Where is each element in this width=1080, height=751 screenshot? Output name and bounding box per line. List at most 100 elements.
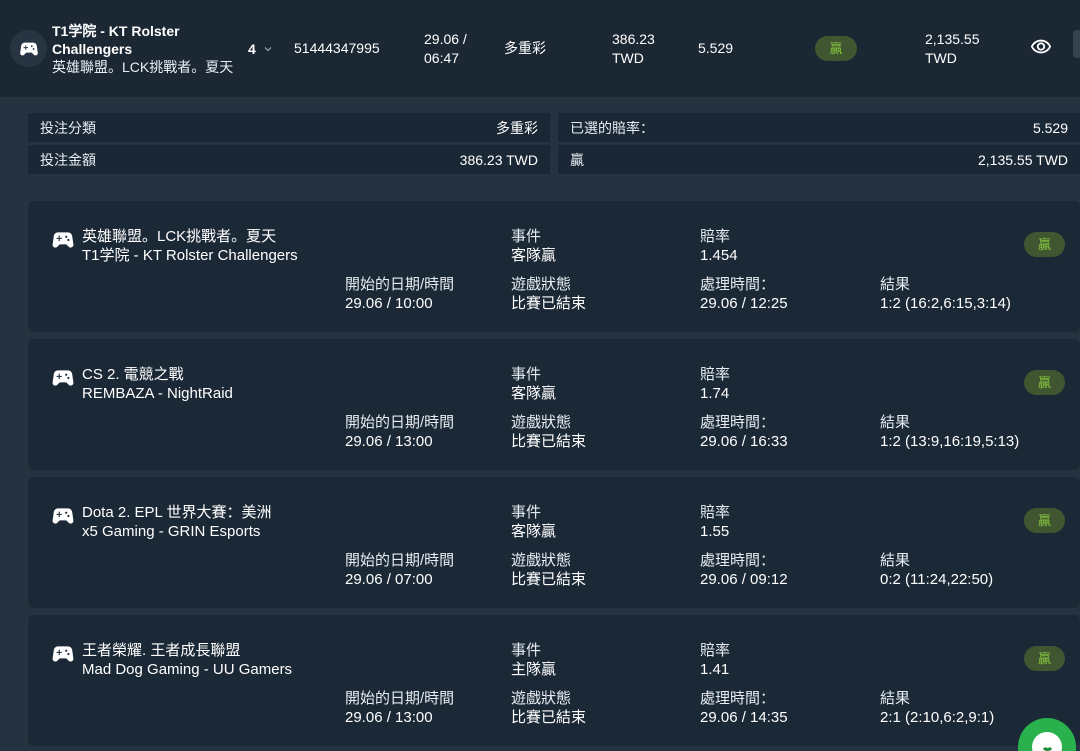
scrollbar-thumb[interactable] [1073,30,1080,58]
result-cell: 結果 1:2 (13:9,16:19,5:13) [880,413,1080,451]
event-value: 客隊贏 [511,385,557,402]
event-label: 事件 [511,642,542,659]
esports-icon-wrap [50,227,82,275]
league-name: 王者榮耀. 王者成長聯盟 [82,642,241,659]
odds-label: 賠率 [700,228,731,245]
bet-card: 英雄聯盟。LCK挑戰者。夏天 T1学院 - KT Rolster Challen… [28,201,1080,332]
odds-value: 1.55 [700,523,730,540]
status-badge: 贏 [815,36,857,61]
odds-label: 賠率 [700,366,731,383]
summary-row-bet-category: 投注分類 多重彩 [28,113,550,142]
start-time-value: 29.06 / 10:00 [345,295,433,312]
settle-time-cell: 處理時間： 29.06 / 16:33 [700,413,880,451]
odds-cell: 賠率 1.55 [700,503,880,551]
sport-icon-wrap [0,30,52,67]
result-cell: 結果 2:1 (2:10,6:2,9:1) [880,689,1080,727]
start-time-label: 開始的日期/時間 [345,552,455,569]
gamepad-icon [52,232,74,248]
bet-card: 王者榮耀. 王者成長聯盟 Mad Dog Gaming - UU Gamers … [28,615,1080,746]
esports-icon-wrap [50,365,82,413]
bet-type: 多重彩 [504,40,546,56]
match-name: Mad Dog Gaming - UU Gamers [82,661,293,678]
summary-label: 投注分類 [40,119,96,136]
status-badge-wrap: 贏 [1023,232,1065,257]
settle-time-value: 29.06 / 09:12 [700,571,788,588]
summary-value: 2,135.55 TWD [977,151,1068,168]
result-value: 1:2 (16:2,6:15,3:14) [880,295,1011,312]
summary-value: 多重彩 [496,119,538,136]
event-label: 事件 [511,504,542,521]
game-state-label: 遊戲狀態 [511,690,572,707]
result-value: 1:2 (13:9,16:19,5:13) [880,433,1020,450]
start-time-label: 開始的日期/時間 [345,414,455,431]
result-cell: 結果 1:2 (16:2,6:15,3:14) [880,275,1080,313]
game-state-cell: 遊戲狀態 比賽已結束 [511,689,700,727]
summary-value: 5.529 [1032,119,1068,136]
summary-row-win: 贏 2,135.55 TWD [558,145,1080,174]
odds-cell: 賠率 1.74 [700,365,880,413]
summary-row-selected-odds: 已選的賠率： 5.529 [558,113,1080,142]
game-state-cell: 遊戲狀態 比賽已結束 [511,551,700,589]
settle-time-label: 處理時間： [700,552,776,569]
settle-time-label: 處理時間： [700,414,776,431]
status-badge: 贏 [1023,508,1065,533]
match-title-block: CS 2. 電競之戰 REMBAZA - NightRaid [82,365,345,413]
esports-icon-wrap [50,503,82,551]
result-label: 結果 [880,690,911,707]
odds-cell: 賠率 1.41 [700,641,880,689]
start-time-cell: 開始的日期/時間 29.06 / 07:00 [345,551,511,589]
bet-payout: 2,135.55 TWD [925,30,980,66]
eye-button[interactable] [1030,36,1080,61]
odds-value: 1.41 [700,661,730,678]
event-cell: 事件 客隊贏 [511,503,700,551]
game-state-label: 遊戲狀態 [511,552,572,569]
settle-time-cell: 處理時間： 29.06 / 14:35 [700,689,880,727]
summary-value: 386.23 TWD [459,151,538,168]
result-cell: 結果 0:2 (11:24,22:50) [880,551,1080,589]
game-state-value: 比賽已結束 [511,571,587,588]
game-state-value: 比賽已結束 [511,433,587,450]
esports-icon-wrap [50,641,82,689]
gamepad-icon [52,646,74,662]
game-state-value: 比賽已結束 [511,709,587,726]
chevron-down-icon [264,46,272,51]
event-value: 客隊贏 [511,247,557,264]
bet-id: 51444347995 [294,40,380,56]
start-time-cell: 開始的日期/時間 29.06 / 10:00 [345,275,511,313]
esports-icon-circle [10,30,47,67]
game-state-label: 遊戲狀態 [511,414,572,431]
start-time-label: 開始的日期/時間 [345,276,455,293]
chat-smile-icon [1032,732,1062,751]
settle-time-value: 29.06 / 12:25 [700,295,788,312]
status-badge: 贏 [1023,232,1065,257]
summary-row-bet-amount: 投注金額 386.23 TWD [28,145,550,174]
match-name: x5 Gaming - GRIN Esports [82,523,261,540]
settle-time-value: 29.06 / 14:35 [700,709,788,726]
odds-label: 賠率 [700,642,731,659]
start-time-value: 29.06 / 07:00 [345,571,433,588]
status-badge: 贏 [1023,370,1065,395]
bet-summary-tables: 投注分類 多重彩 投注金額 386.23 TWD 已選的賠率： 5.529 贏 … [28,113,1080,177]
status-badge: 贏 [1023,646,1065,671]
start-time-label: 開始的日期/時間 [345,690,455,707]
bet-odds: 5.529 [698,40,734,56]
bet-title-block: T1学院 - KT Rolster Challengers 英雄聯盟。LCK挑戰… [52,22,248,76]
bet-summary-row[interactable]: T1学院 - KT Rolster Challengers 英雄聯盟。LCK挑戰… [0,0,1080,97]
event-label: 事件 [511,228,542,245]
bet-card: Dota 2. EPL 世界大賽：美洲 x5 Gaming - GRIN Esp… [28,477,1080,608]
selections-count-dropdown[interactable]: 4 [248,41,294,57]
bet-subtitle: 英雄聯盟。LCK挑戰者。夏天 [52,58,234,75]
league-name: CS 2. 電競之戰 [82,366,184,383]
settle-time-label: 處理時間： [700,276,776,293]
status-badge-wrap: 贏 [1023,508,1065,533]
selections-count: 4 [248,40,256,57]
game-state-label: 遊戲狀態 [511,276,572,293]
event-value: 主隊贏 [511,661,557,678]
eye-icon [1030,39,1052,54]
bet-date: 29.06 / 06:47 [424,30,467,66]
game-state-cell: 遊戲狀態 比賽已結束 [511,413,700,451]
start-time-value: 29.06 / 13:00 [345,709,433,726]
bet-list: 英雄聯盟。LCK挑戰者。夏天 T1学院 - KT Rolster Challen… [28,201,1080,746]
settle-time-label: 處理時間： [700,690,776,707]
match-title-block: 王者榮耀. 王者成長聯盟 Mad Dog Gaming - UU Gamers [82,641,345,689]
